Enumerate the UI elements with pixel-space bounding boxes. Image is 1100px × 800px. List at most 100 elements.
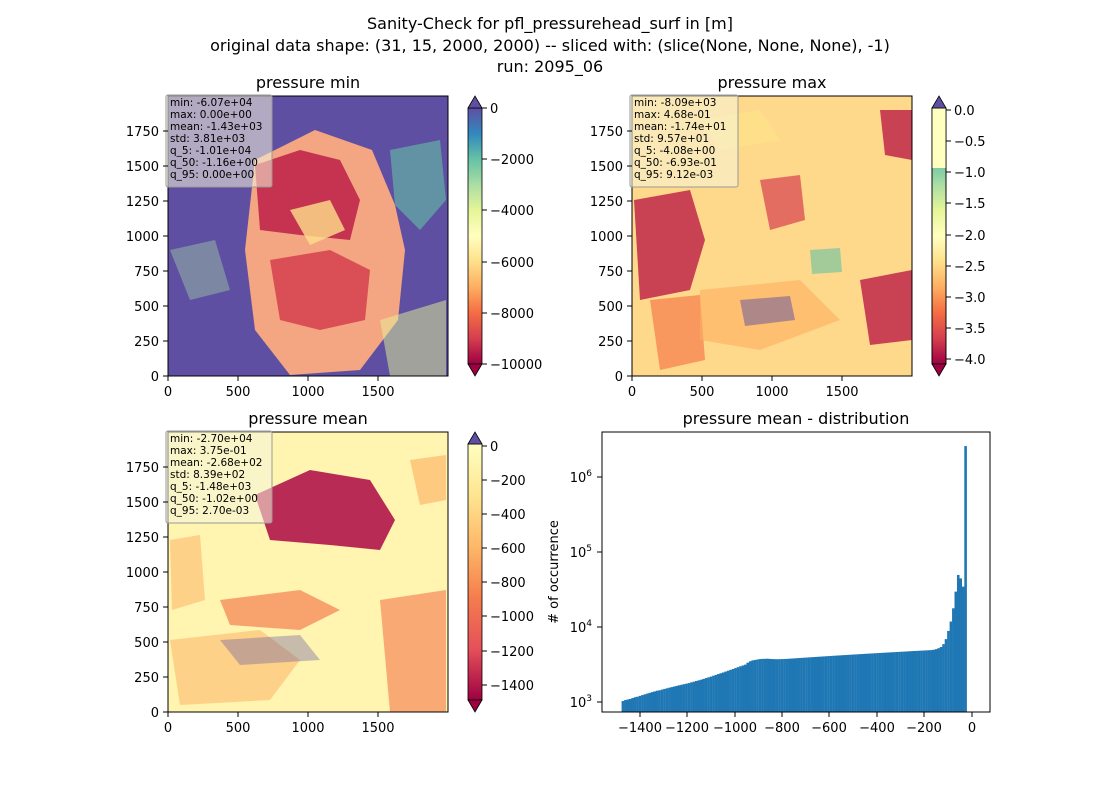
histogram-bar [903, 651, 906, 712]
histogram-bar [734, 668, 737, 712]
histogram-bar [851, 654, 855, 712]
y-tick-label: 1750 [590, 125, 623, 140]
panel-pressure-mean: pressure mean min: -2.70e+04 max: 3.75e-… [126, 409, 534, 736]
histogram-bar [788, 658, 791, 712]
histogram-bar [753, 659, 757, 712]
histogram-bar [898, 651, 901, 712]
histogram-bar [702, 678, 705, 712]
y-tick-label: 1250 [126, 531, 159, 546]
panel-title-pressure-min: pressure min [256, 73, 360, 92]
histogram-bar [944, 639, 948, 712]
histogram-bar [707, 677, 710, 712]
y-tick-label: 0 [151, 370, 159, 385]
x-axis-pressure-min: 0 500 1000 1500 [164, 376, 395, 400]
histogram-bar [628, 698, 632, 712]
stat-line: max: 3.75e-01 [170, 445, 247, 457]
histogram-bar [861, 653, 865, 712]
histogram-bar [810, 657, 813, 712]
svg-text:106: 106 [570, 469, 593, 486]
histogram-bar [920, 650, 923, 712]
panel-pressure-max: pressure max min: -8.09e+03 max: 4.68e-0… [590, 73, 986, 400]
colorbar-tick-label: −3.5 [954, 322, 986, 337]
y-tick-label: 1500 [590, 160, 623, 175]
y-tick-label: 1500 [126, 160, 159, 175]
histogram-bar [932, 649, 936, 712]
histogram-bar [912, 651, 916, 712]
histogram-bar [915, 650, 918, 712]
histogram-bar [863, 653, 867, 712]
colorbar-tick-label: 0.0 [954, 104, 975, 119]
histogram-bar [785, 658, 789, 712]
y-axis-pressure-mean: 0 250 500 750 1000 1250 1500 1750 [126, 461, 168, 721]
colorbar-tick-label: −6000 [490, 256, 534, 271]
y-tick-label: 500 [134, 636, 159, 651]
y-axis-pressure-max: 0 250 500 750 1000 1250 1500 1750 [590, 125, 632, 385]
histogram-bar [712, 675, 715, 712]
x-tick-label: −1400 [618, 721, 662, 736]
histogram-bar [660, 689, 664, 712]
stats-box-pressure-min: min: -6.07e+04 max: 0.00e+00 mean: -1.43… [165, 94, 273, 188]
x-axis-pressure-max: 0 500 1000 1500 [628, 376, 859, 400]
histogram-bars [621, 446, 967, 712]
panel-title-pressure-max: pressure max [717, 73, 826, 92]
histogram-bar [773, 659, 776, 712]
histogram-bar [832, 655, 835, 712]
histogram-bar [939, 646, 943, 712]
stats-box-pressure-max: min: -8.09e+03 max: 4.68e-01 mean: -1.74… [629, 94, 739, 188]
x-tick-label: 0 [968, 721, 976, 736]
colorbar-extend-max [931, 95, 947, 109]
stat-line: q_95: 0.00e+00 [170, 169, 254, 181]
histogram-bar [655, 690, 659, 712]
histogram-bar [670, 687, 674, 712]
stat-line: min: -6.07e+04 [170, 97, 253, 109]
histogram-bar [631, 698, 634, 712]
histogram-bar [768, 658, 772, 712]
histogram-bar [876, 653, 879, 712]
x-tick-label: 500 [690, 385, 715, 400]
colorbar-tick-label: 0 [490, 440, 498, 455]
histogram-bar [888, 652, 892, 712]
svg-text:105: 105 [570, 544, 592, 561]
histogram-bar [783, 658, 786, 712]
x-tick-label: 1500 [361, 385, 394, 400]
colorbar-pressure-mean: 0 −200 −400 −600 −800 −1000 −1200 −1400 [467, 431, 534, 713]
stat-line: q_5: -1.48e+03 [170, 481, 251, 493]
histogram-bar [846, 654, 850, 712]
y-tick-label: 250 [134, 671, 159, 686]
y-tick-label: 1000 [126, 230, 159, 245]
y-tick-label: 0 [151, 706, 159, 721]
histogram-bar [756, 659, 759, 712]
y-tick-10e3: 103 [570, 694, 602, 711]
x-tick-label: −1200 [665, 721, 709, 736]
histogram-bar [881, 652, 884, 712]
y-tick-label: 750 [134, 265, 159, 280]
panel-pressure-mean-distribution: pressure mean - distribution −1400 −1200… [547, 409, 991, 736]
histogram-bar [829, 655, 833, 712]
histogram-bar [812, 657, 816, 712]
histogram-bar [729, 669, 732, 712]
stat-line: mean: -1.74e+01 [634, 121, 726, 133]
x-tick-label: −400 [859, 721, 895, 736]
x-axis-pressure-mean: 0 500 1000 1500 [164, 712, 395, 736]
heatmap-pressure-min [168, 96, 448, 376]
y-tick-label: 250 [598, 335, 623, 350]
colorbar-tick-label: −1.5 [954, 197, 986, 212]
histogram-frame [601, 431, 991, 713]
colorbar-tick-label: −200 [490, 474, 526, 489]
colorbar-tick-label: −600 [490, 542, 526, 557]
histogram-bar [677, 685, 681, 712]
histogram-bar [695, 680, 698, 712]
histogram-bar [841, 655, 845, 712]
histogram-bar [844, 655, 847, 712]
histogram-x-axis: −1400 −1200 −1000 −800 −600 −400 −200 0 [618, 712, 976, 736]
histogram-bar [849, 654, 852, 712]
y-tick-label: 750 [598, 265, 623, 280]
histogram-bar [964, 446, 967, 712]
x-tick-label: 500 [226, 721, 251, 736]
histogram-y-axis: 103 104 105 106 [570, 469, 602, 711]
histogram-bar [714, 674, 718, 712]
histogram-bar [905, 651, 909, 712]
histogram-bar [856, 654, 860, 712]
colorbar-tick-label: −800 [490, 576, 526, 591]
histogram-bar [668, 687, 671, 712]
